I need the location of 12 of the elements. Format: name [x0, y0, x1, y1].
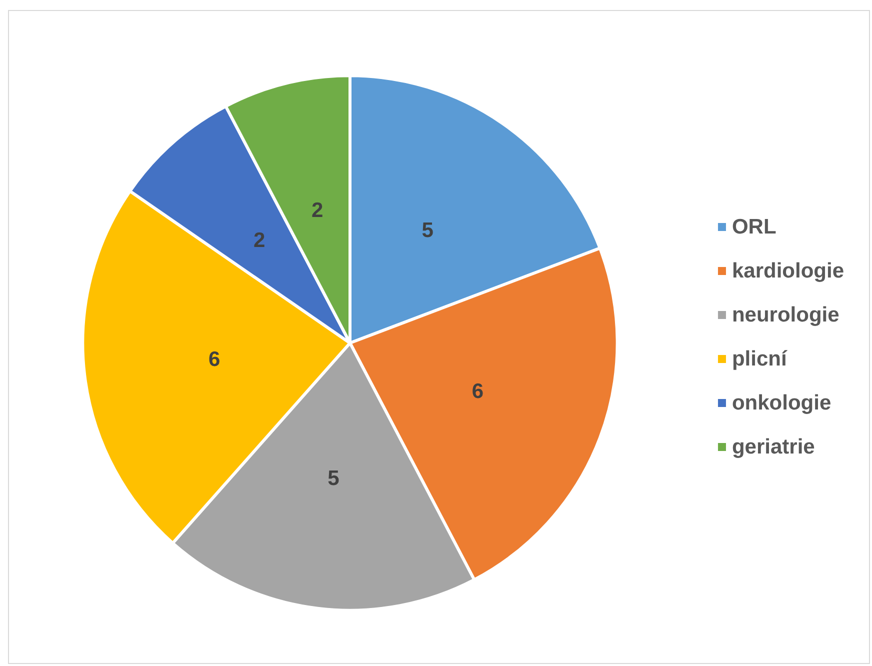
legend-label: neurologie	[732, 304, 840, 326]
data-label: 2	[254, 229, 266, 252]
legend-label: ORL	[732, 216, 776, 238]
legend-label: plicní	[732, 348, 788, 370]
legend-label: onkologie	[732, 392, 832, 414]
data-label: 6	[208, 348, 220, 371]
data-label: 2	[311, 198, 324, 222]
legend-label: kardiologie	[732, 260, 844, 282]
data-label: 6	[472, 380, 484, 403]
data-label: 5	[328, 467, 340, 490]
legend-label: geriatrie	[732, 436, 815, 458]
data-label: 5	[422, 219, 434, 242]
